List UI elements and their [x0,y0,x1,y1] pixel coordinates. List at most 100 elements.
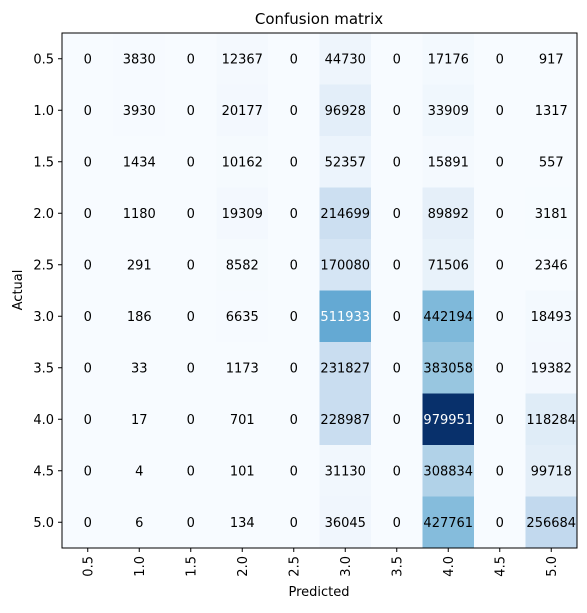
cell-value-label: 0 [84,464,92,479]
heatmap-cell [422,84,475,137]
cell-value-label: 52357 [325,155,366,170]
cell-value-label: 8582 [226,258,259,273]
cell-value-label: 0 [496,361,504,376]
cell-value-label: 10162 [222,155,263,170]
heatmap-cell [319,290,372,343]
heatmap-cell [422,239,475,291]
heatmap-cell [113,342,166,394]
heatmap-cell [165,136,217,188]
x-tick-label: 5.0 [545,556,560,577]
cell-value-label: 917 [539,52,564,67]
heatmap-cell [319,393,372,446]
y-tick-label: 4.0 [33,413,54,428]
cell-value-label: 31130 [325,464,366,479]
cell-value-label: 0 [187,310,195,325]
cell-value-label: 0 [496,52,504,67]
cell-value-label: 256684 [526,516,576,531]
heatmap-cell [62,33,114,85]
cell-value-label: 0 [84,310,92,325]
cell-value-label: 0 [84,155,92,170]
cell-value-label: 979951 [423,413,473,428]
heatmap-cell [268,496,320,549]
cell-value-label: 1317 [535,104,568,119]
heatmap-cell [268,290,320,343]
x-tick-label: 0.5 [81,556,96,577]
cell-value-label: 0 [496,104,504,119]
heatmap-cell [113,136,166,188]
y-tick-label: 1.5 [33,155,54,170]
heatmap-cell [319,496,372,549]
heatmap-cell [474,33,526,85]
heatmap-cell [62,445,114,497]
heatmap-cell [525,33,578,85]
cell-value-label: 0 [187,258,195,273]
heatmap-cell [113,33,166,85]
heatmap-cell [216,187,269,240]
heatmap-cell [216,445,269,497]
cell-value-label: 0 [84,104,92,119]
heatmap-cell [474,290,526,343]
cell-value-label: 134 [230,516,255,531]
cell-value-label: 0 [290,258,298,273]
y-tick-label: 0.5 [33,52,54,67]
heatmap-cell [319,239,372,291]
cell-value-label: 6 [135,516,143,531]
cell-value-label: 20177 [222,104,263,119]
heatmap-cell [113,445,166,497]
cell-value-label: 0 [290,516,298,531]
x-tick-label: 1.0 [133,556,148,577]
cell-value-label: 0 [393,155,401,170]
cell-value-label: 33 [131,361,148,376]
cell-value-label: 0 [496,258,504,273]
heatmap-cell [62,496,114,549]
cell-value-label: 0 [496,413,504,428]
heatmap-cell [62,239,114,291]
cell-value-label: 19382 [531,361,572,376]
cell-value-label: 0 [187,52,195,67]
heatmap-cells [62,33,578,549]
heatmap-cell [216,393,269,446]
cell-value-label: 1434 [123,155,156,170]
cell-value-label: 0 [496,155,504,170]
heatmap-cell [268,445,320,497]
heatmap-cell [371,136,423,188]
heatmap-cell [62,290,114,343]
cell-value-label: 308834 [423,464,473,479]
cell-value-label: 0 [393,464,401,479]
heatmap-cell [474,187,526,240]
heatmap-cell [319,187,372,240]
cell-value-label: 228987 [320,413,370,428]
heatmap-cell [525,342,578,394]
heatmap-cell [62,393,114,446]
heatmap-cell [268,187,320,240]
y-axis-label: Actual [11,270,26,311]
cell-value-label: 3181 [535,207,568,222]
y-tick-label: 2.0 [33,207,54,222]
cell-value-label: 0 [84,258,92,273]
cell-value-label: 17176 [428,52,469,67]
cell-value-label: 0 [187,464,195,479]
y-tick-label: 2.5 [33,258,54,273]
heatmap-cell [371,393,423,446]
cell-value-label: 0 [496,464,504,479]
heatmap-cell [474,84,526,137]
cell-value-label: 557 [539,155,564,170]
heatmap-cell [216,136,269,188]
heatmap-cell [216,290,269,343]
heatmap-cell [165,342,217,394]
x-axis-label: Predicted [288,585,349,600]
cell-value-label: 186 [127,310,152,325]
y-tick-label: 3.0 [33,310,54,325]
heatmap-cell [371,342,423,394]
heatmap-cell [525,496,578,549]
cell-value-label: 0 [290,207,298,222]
heatmap-cell [165,187,217,240]
heatmap-cell [268,84,320,137]
heatmap-cell [371,239,423,291]
heatmap-cell [371,445,423,497]
cell-value-label: 0 [187,207,195,222]
heatmap-cell [422,136,475,188]
heatmap-cell [216,33,269,85]
